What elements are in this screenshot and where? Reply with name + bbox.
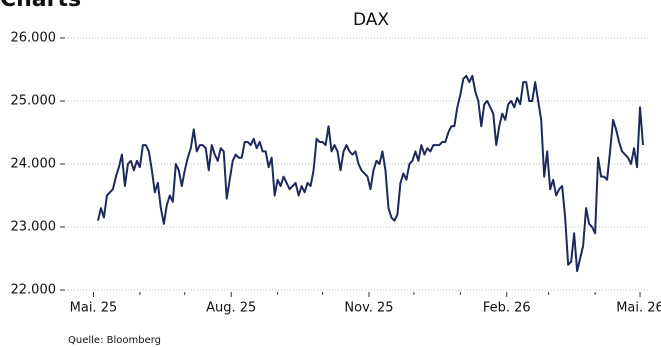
y-tick-label: 25.000: [11, 94, 57, 109]
x-tick-label: Nov. 25: [344, 301, 393, 316]
x-tick-label: Feb. 26: [483, 301, 531, 316]
chart-title: DAX: [353, 10, 389, 30]
source: Quelle: Bloomberg: [68, 335, 161, 346]
y-tick-label: 26.000: [11, 31, 57, 46]
y-tick-label: 24.000: [11, 157, 57, 172]
x-tick-label: Mai. 26: [616, 301, 661, 316]
y-tick-label: 23.000: [11, 220, 57, 235]
page-title: Charts: [0, 0, 81, 12]
x-tick-label: Aug. 25: [206, 301, 256, 316]
y-tick-label: 22.000: [11, 283, 57, 298]
line: [96, 74, 645, 273]
x-tick-label: Mai. 25: [70, 301, 118, 316]
